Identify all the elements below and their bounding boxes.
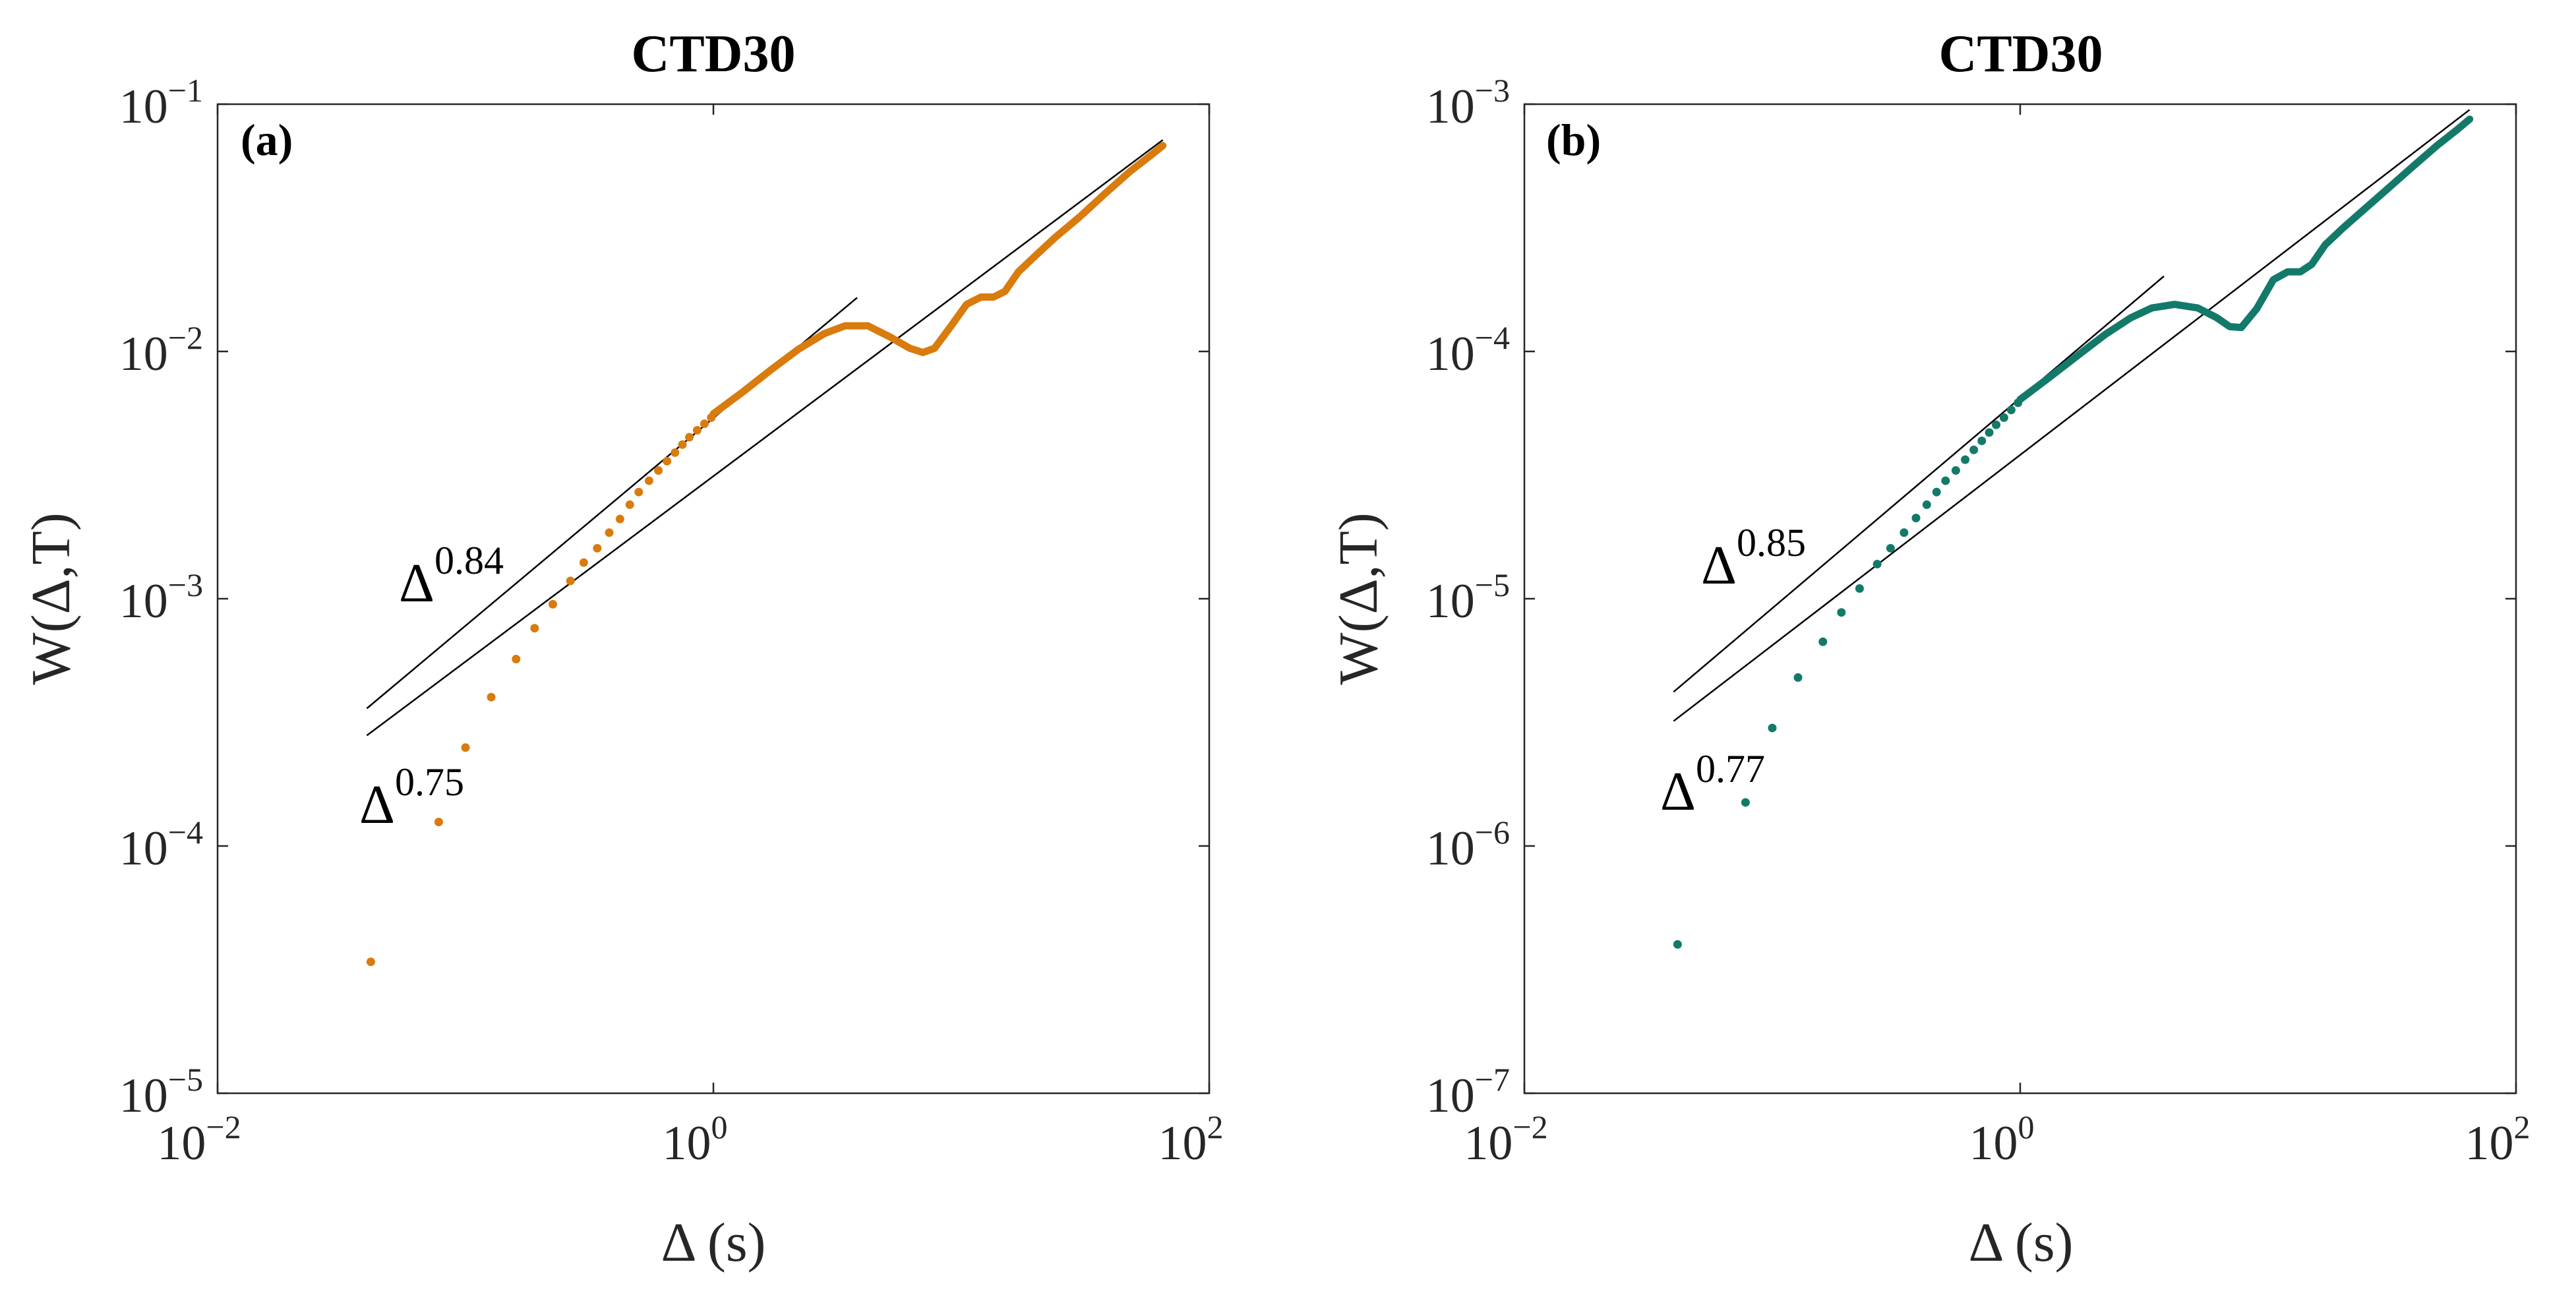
y-tick-label: 10−5	[1426, 566, 1510, 628]
fit-line	[366, 139, 1164, 737]
panel-b-ylabel: W(Δ,T)	[1328, 512, 1389, 685]
data-point	[615, 514, 624, 524]
data-point	[1818, 637, 1828, 646]
panel-a-ticks: 10−2 100 102 10−5 10−4 10−3 10−2 10−1	[119, 72, 1224, 1170]
data-point	[625, 500, 634, 509]
panel-b-axes	[1523, 103, 2517, 1095]
panel-a-title: CTD30	[632, 25, 796, 83]
data-point	[1932, 487, 1941, 497]
data-point	[1985, 428, 1994, 437]
data-point	[366, 957, 375, 967]
data-curve	[2016, 115, 2474, 404]
panel-b-fit-label-shallow: Δ0.77	[1660, 747, 1765, 822]
data-point	[530, 624, 539, 633]
panel-a-fit-label-steep: Δ0.84	[399, 539, 504, 614]
y-tick-label: 10−7	[1426, 1061, 1510, 1123]
data-point	[685, 433, 694, 442]
panel-a-xlabel: Δ (s)	[661, 1212, 765, 1273]
y-tick-label: 10−4	[119, 814, 203, 876]
panel-b-fit-lines	[1673, 109, 2471, 722]
data-point	[1872, 560, 1882, 569]
x-tick-label: 10−2	[1464, 1108, 1547, 1170]
data-point	[1961, 455, 1970, 464]
data-point	[1768, 723, 1777, 733]
data-point	[2014, 398, 2023, 407]
panel-b-xlabel: Δ (s)	[1968, 1212, 2073, 1273]
panel-b-fit-label-steep: Δ0.85	[1701, 521, 1806, 596]
data-point	[1900, 528, 1909, 537]
data-point	[2006, 406, 2016, 415]
data-point	[1855, 584, 1864, 593]
data-point	[1941, 476, 1950, 485]
y-tick-label: 10−5	[119, 1061, 203, 1123]
data-point	[678, 440, 687, 449]
data-point	[434, 818, 443, 827]
x-tick-label: 102	[2465, 1108, 2531, 1170]
data-point	[579, 558, 588, 567]
data-point	[593, 543, 602, 553]
fit-line	[1673, 109, 2471, 722]
data-point	[1992, 420, 2001, 429]
panel-b-ticks: 10−2 100 102 10−7 10−6 10−5 10−4 10−3	[1426, 72, 2531, 1170]
data-point	[663, 456, 672, 466]
data-point	[1741, 798, 1750, 807]
panel-a-fit-label-shallow: Δ0.75	[359, 760, 464, 835]
data-point	[1999, 413, 2008, 422]
panel-a: CTD30 (a) 10−2 100 102 10−5 10−4 10−3 10−2 10−1…	[20, 25, 1224, 1273]
data-point	[1837, 608, 1846, 617]
y-tick-label: 10−6	[1426, 814, 1510, 876]
y-tick-label: 10−3	[1426, 72, 1510, 134]
panel-a-axes	[216, 103, 1211, 1095]
data-point	[644, 476, 653, 485]
panel-b-label: (b)	[1546, 115, 1601, 165]
data-point	[700, 419, 709, 429]
data-point	[512, 655, 521, 664]
data-point	[1673, 940, 1682, 949]
y-tick-label: 10−2	[119, 319, 203, 381]
panel-b-title: CTD30	[1939, 25, 2103, 83]
panel-b: CTD30 (b) 10−2 100 102 10−7 10−6 10−5 10−4 10−3…	[1328, 25, 2531, 1273]
data-point	[566, 576, 575, 586]
data-point	[1977, 437, 1987, 446]
fit-line	[1673, 275, 2165, 693]
data-point	[461, 743, 470, 752]
data-point	[548, 599, 557, 609]
data-point	[1951, 466, 1960, 475]
data-point	[1886, 543, 1895, 553]
data-curve	[709, 142, 1167, 417]
panel-b-data	[1673, 115, 2474, 949]
data-point	[605, 528, 614, 537]
data-point	[671, 448, 680, 457]
x-tick-label: 100	[1969, 1108, 2035, 1170]
y-tick-label: 10−1	[119, 72, 203, 134]
data-point	[654, 466, 663, 475]
y-tick-label: 10−4	[1426, 319, 1510, 381]
panel-a-fit-lines	[366, 139, 1164, 737]
panel-a-data	[366, 142, 1167, 967]
x-tick-label: 10−2	[157, 1108, 241, 1170]
data-point	[1911, 514, 1921, 523]
data-point	[1969, 445, 1979, 454]
data-point	[1922, 500, 1931, 509]
data-point	[707, 413, 716, 422]
x-tick-label: 100	[663, 1108, 728, 1170]
data-point	[692, 426, 702, 435]
data-point	[1793, 673, 1803, 682]
data-point	[487, 692, 496, 702]
x-tick-label: 102	[1158, 1108, 1224, 1170]
data-point	[634, 487, 644, 497]
y-tick-label: 10−3	[119, 566, 203, 628]
panel-a-label: (a)	[241, 115, 293, 165]
panel-a-ylabel: W(Δ,T)	[20, 512, 82, 685]
